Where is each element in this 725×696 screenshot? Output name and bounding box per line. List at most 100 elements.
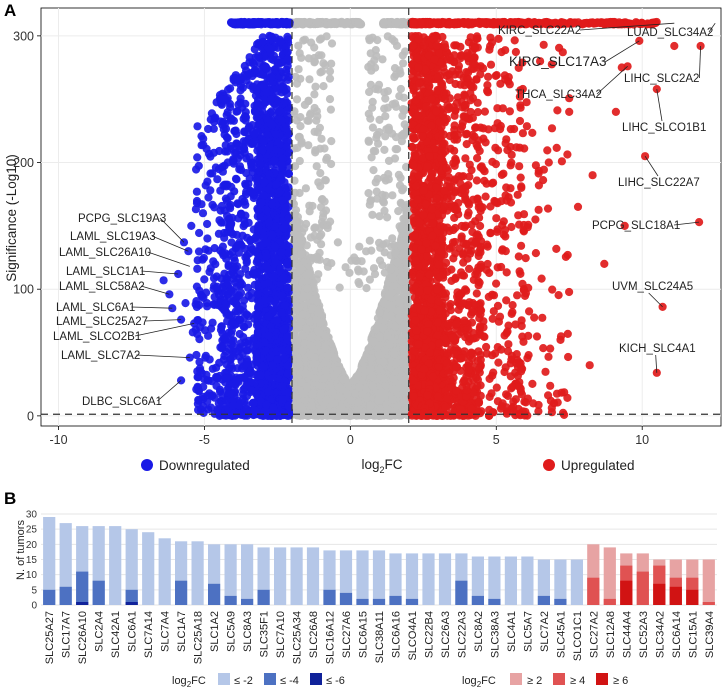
ns-point [401, 47, 410, 56]
ns-point [398, 111, 407, 120]
ns-point [313, 17, 322, 27]
ns-point [312, 116, 321, 125]
ns-point [357, 257, 366, 266]
ns-point [317, 67, 327, 76]
ns-point [302, 241, 311, 250]
ns-point [314, 270, 323, 279]
ns-point [305, 75, 314, 84]
ns-point [300, 224, 309, 233]
ns-point [388, 274, 397, 283]
ns-point [294, 41, 303, 50]
ns-point [307, 38, 316, 47]
ns-point [366, 196, 376, 205]
ns-point [325, 95, 335, 104]
ns-point [315, 35, 324, 44]
ns-point [366, 401, 375, 410]
ns-point [298, 293, 307, 302]
ns-point [317, 51, 326, 60]
ns-point [343, 18, 352, 27]
ns-point [379, 374, 388, 383]
ns-point [393, 306, 403, 316]
ns-point [297, 53, 306, 62]
ns-point [395, 222, 404, 231]
ns-point [368, 372, 377, 382]
ns-point [380, 18, 389, 27]
ns-point [379, 357, 388, 367]
ns-point [391, 133, 401, 142]
ns-point [335, 283, 344, 292]
ns-point [391, 145, 400, 154]
ns-point [339, 375, 348, 384]
ns-point [381, 112, 390, 121]
down-point [284, 248, 293, 258]
ns-point [298, 404, 307, 413]
ns-point [333, 366, 342, 375]
ns-point [380, 206, 389, 215]
ns-point [371, 84, 380, 94]
ns-point [397, 336, 407, 345]
panel-a-label: A [4, 1, 16, 20]
ns-point [311, 82, 320, 91]
ns-point [327, 411, 336, 420]
ns-point [388, 395, 397, 404]
ns-point [395, 66, 404, 75]
ns-point [386, 265, 395, 274]
ns-point [326, 217, 335, 226]
ns-point [399, 345, 408, 354]
ns-point [381, 176, 390, 185]
ns-point [403, 297, 412, 306]
ns-point [303, 284, 312, 293]
ns-point [310, 103, 319, 113]
ns-point [304, 18, 313, 27]
ns-point [378, 190, 387, 199]
ns-point [302, 382, 311, 391]
ns-point [312, 162, 321, 171]
ns-point [293, 143, 302, 152]
ns-point [366, 49, 375, 58]
ns-point [380, 145, 389, 154]
ns-point [295, 188, 304, 198]
ns-point [354, 20, 363, 29]
ns-point [320, 343, 330, 352]
ns-point [330, 18, 340, 27]
ns-point [320, 144, 329, 153]
ns-point [317, 195, 326, 204]
ns-point [380, 346, 390, 355]
ns-point [370, 270, 380, 279]
ns-point [302, 324, 311, 333]
ns-point [317, 405, 326, 414]
ns-point [341, 263, 350, 272]
ns-point [299, 310, 308, 319]
ns-point [322, 257, 331, 267]
ns-point [392, 102, 401, 111]
ns-point [317, 240, 326, 249]
ns-point [294, 303, 303, 312]
ns-point [327, 39, 337, 48]
ns-point [383, 87, 392, 96]
ns-point [374, 139, 383, 148]
ns-point [313, 252, 322, 261]
ns-point [308, 390, 317, 399]
ns-point [367, 354, 376, 363]
ns-point [304, 96, 313, 105]
ns-point [369, 166, 378, 175]
ns-point [390, 241, 399, 250]
ns-point [373, 36, 382, 45]
ns-point [347, 256, 356, 265]
ns-point [295, 156, 304, 166]
ns-point [364, 189, 373, 198]
ns-point [384, 125, 394, 135]
ns-point [325, 74, 335, 83]
ns-point [393, 258, 402, 267]
ns-point [399, 386, 408, 395]
ns-point [364, 137, 373, 146]
ns-point [306, 341, 316, 350]
ns-point [355, 383, 364, 392]
ns-point [386, 311, 395, 320]
ns-point [388, 191, 397, 200]
ns-point [375, 332, 385, 341]
ns-point [311, 223, 320, 232]
ns-point [366, 365, 375, 374]
ns-point [365, 34, 374, 43]
ns-point [321, 206, 331, 215]
